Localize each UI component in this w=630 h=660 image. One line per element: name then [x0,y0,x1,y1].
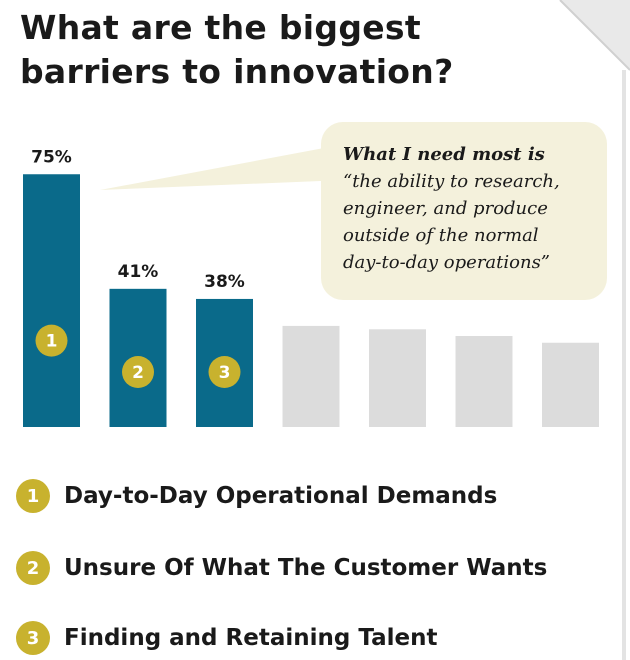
legend-label: Finding and Retaining Talent [64,625,438,651]
bar-rank-badge [208,356,241,388]
bar-chart: 75% 1 41% 2 38% 3 [23,145,599,427]
callout-heading: What I need most is [343,144,545,165]
page-title: What are the biggest barriers to innovat… [20,6,454,94]
legend-number-badge: 1 [16,479,50,513]
title-line-2: barriers to innovation? [20,52,454,91]
callout-quote-line: outside of the normal [343,225,539,246]
legend-label: Unsure Of What The Customer Wants [64,555,548,581]
legend-label: Day-to-Day Operational Demands [64,483,498,509]
bar-value-label: 75% [31,147,72,167]
legend-item: 1 Day-to-Day Operational Demands [16,476,497,516]
bar-rank-badge [122,356,154,388]
title-line-1: What are the biggest [20,8,421,47]
bar [282,325,340,427]
legend-item: 3 Finding and Retaining Talent [16,618,437,658]
callout-quote-line: “the ability to research, [343,171,560,192]
bar-rank-number: 2 [132,363,144,383]
bar [369,329,426,427]
bar [542,342,599,427]
bar-rank-badge [35,324,68,357]
callout-bubble: What I need most is “the ability to rese… [321,122,607,300]
bar-value-label: 38% [204,272,245,292]
callout-pointer [100,145,345,190]
callout-quote-line: engineer, and produce [343,198,548,219]
callout-quote: “the ability to research, engineer, and … [343,168,607,276]
legend-number-badge: 3 [16,621,50,655]
bars-layer: 75% 1 41% 2 38% 3 [23,147,599,427]
bar [23,174,80,427]
callout-quote-line: day-to-day operations” [343,252,551,273]
bar [455,336,513,427]
bar-value-label: 41% [118,262,159,282]
bar-rank-number: 3 [219,363,231,383]
bar-rank-number: 1 [46,332,58,352]
legend-item: 2 Unsure Of What The Customer Wants [16,548,547,588]
legend-number-badge: 2 [16,551,50,585]
